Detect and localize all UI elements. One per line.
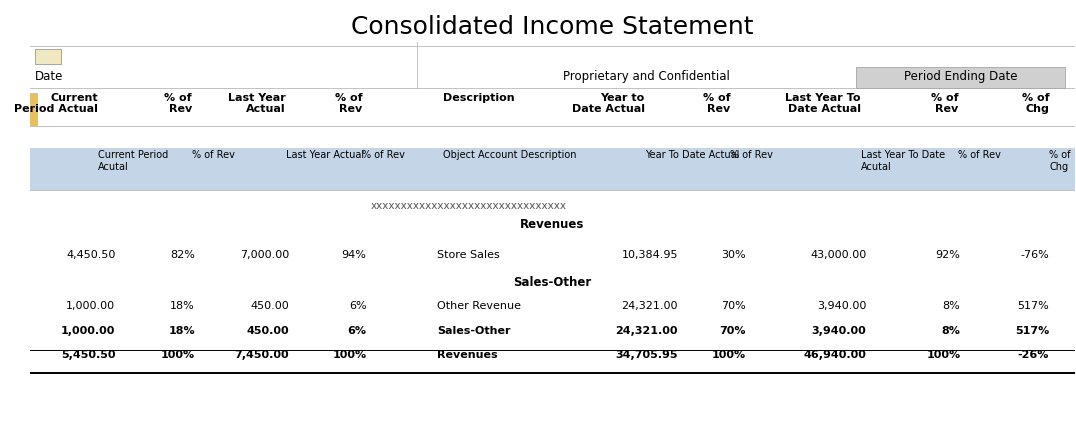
Text: 450.00: 450.00 <box>246 325 289 336</box>
Text: 10,384.95: 10,384.95 <box>622 250 678 260</box>
Text: 43,000.00: 43,000.00 <box>810 250 866 260</box>
Text: 517%: 517% <box>1018 301 1049 311</box>
FancyBboxPatch shape <box>855 67 1065 88</box>
Text: Other Revenue: Other Revenue <box>438 301 522 311</box>
Text: 1,000.00: 1,000.00 <box>61 325 115 336</box>
Text: 6%: 6% <box>348 325 367 336</box>
Text: xxxxxxxxxxxxxxxxxxxxxxxxxxxxxxxx: xxxxxxxxxxxxxxxxxxxxxxxxxxxxxxxx <box>371 201 567 211</box>
Text: Sales-Other: Sales-Other <box>513 276 592 289</box>
Text: Consolidated Income Statement: Consolidated Income Statement <box>351 15 754 39</box>
Text: % of
Rev: % of Rev <box>335 93 363 114</box>
FancyBboxPatch shape <box>30 148 1075 190</box>
Text: 3,940.00: 3,940.00 <box>817 301 866 311</box>
Text: 6%: 6% <box>349 301 367 311</box>
Text: Last Year Actual: Last Year Actual <box>286 150 364 160</box>
Text: 82%: 82% <box>170 250 195 260</box>
Text: % of
Chg: % of Chg <box>1049 150 1071 172</box>
Text: 450.00: 450.00 <box>251 301 289 311</box>
Text: 1,000.00: 1,000.00 <box>67 301 115 311</box>
Text: 92%: 92% <box>935 250 960 260</box>
Text: % of Rev: % of Rev <box>363 150 405 160</box>
Text: 70%: 70% <box>721 301 746 311</box>
Text: 100%: 100% <box>712 351 746 360</box>
Text: Year To Date Actual: Year To Date Actual <box>645 150 739 160</box>
Text: 24,321.00: 24,321.00 <box>615 325 678 336</box>
Text: Store Sales: Store Sales <box>438 250 500 260</box>
Text: Current Period
Acutal: Current Period Acutal <box>98 150 168 172</box>
Text: 7,450.00: 7,450.00 <box>235 351 289 360</box>
Text: % of
Chg: % of Chg <box>1021 93 1049 114</box>
Text: 100%: 100% <box>926 351 960 360</box>
Text: 70%: 70% <box>720 325 746 336</box>
Text: Last Year To Date
Acutal: Last Year To Date Acutal <box>861 150 945 172</box>
Text: Last Year To
Date Actual: Last Year To Date Actual <box>785 93 861 114</box>
FancyBboxPatch shape <box>34 49 61 64</box>
Text: 24,321.00: 24,321.00 <box>622 301 678 311</box>
Text: % of
Rev: % of Rev <box>165 93 192 114</box>
Text: Last Year
Actual: Last Year Actual <box>228 93 286 114</box>
Text: 8%: 8% <box>942 325 960 336</box>
Text: 7,000.00: 7,000.00 <box>240 250 289 260</box>
Text: -76%: -76% <box>1020 250 1049 260</box>
Text: 100%: 100% <box>332 351 367 360</box>
Text: 3,940.00: 3,940.00 <box>811 325 866 336</box>
Text: Period Ending Date: Period Ending Date <box>904 70 1017 82</box>
Text: 100%: 100% <box>160 351 195 360</box>
Text: % of Rev: % of Rev <box>959 150 1001 160</box>
Text: Current
Period Actual: Current Period Actual <box>14 93 98 114</box>
Text: Proprietary and Confidential: Proprietary and Confidential <box>563 70 730 82</box>
Text: 46,940.00: 46,940.00 <box>804 351 866 360</box>
Text: 18%: 18% <box>170 301 195 311</box>
Text: 5,450.50: 5,450.50 <box>61 351 115 360</box>
Text: Revenues: Revenues <box>438 351 498 360</box>
Text: Year to
Date Actual: Year to Date Actual <box>571 93 645 114</box>
Text: 94%: 94% <box>341 250 367 260</box>
Text: Date: Date <box>34 70 63 82</box>
Text: -26%: -26% <box>1018 351 1049 360</box>
FancyBboxPatch shape <box>30 93 38 126</box>
Text: Sales-Other: Sales-Other <box>438 325 511 336</box>
Text: 18%: 18% <box>168 325 195 336</box>
Text: 8%: 8% <box>943 301 960 311</box>
Text: Description: Description <box>442 93 514 103</box>
Text: 34,705.95: 34,705.95 <box>615 351 678 360</box>
Text: % of Rev: % of Rev <box>731 150 774 160</box>
Text: 517%: 517% <box>1015 325 1049 336</box>
Text: % of
Rev: % of Rev <box>703 93 731 114</box>
Text: Revenues: Revenues <box>521 218 584 231</box>
Text: 30%: 30% <box>721 250 746 260</box>
Text: % of Rev: % of Rev <box>192 150 235 160</box>
Text: Object Account Description: Object Account Description <box>442 150 577 160</box>
Text: 4,450.50: 4,450.50 <box>66 250 115 260</box>
Text: % of
Rev: % of Rev <box>931 93 959 114</box>
